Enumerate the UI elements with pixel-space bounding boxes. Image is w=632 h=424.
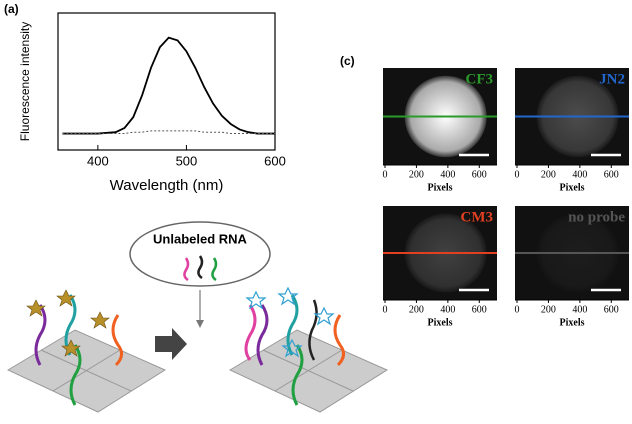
x-tick-label: 200 [541, 169, 556, 180]
rna-oval [129, 221, 271, 287]
series-line [62, 36, 275, 135]
x-tick-label: 600 [472, 304, 487, 315]
probe-label: no probe [568, 209, 625, 225]
x-axis-label: Wavelength (nm) [110, 177, 224, 194]
x-tick-label: 400 [440, 304, 455, 315]
x-axis-label: Pixels [560, 317, 585, 328]
probe-label: CM3 [461, 209, 494, 225]
diagram-label: Unlabeled RNA [153, 231, 248, 246]
x-tick-label: 0 [383, 304, 388, 315]
diagram: Unlabeled RNA [6, 221, 389, 413]
probe-label: CF3 [466, 71, 494, 87]
x-axis-label: Pixels [560, 182, 585, 193]
x-tick-label: 400 [440, 169, 455, 180]
x-tick-label: 500 [176, 153, 198, 168]
x-tick-label: 0 [515, 169, 520, 180]
x-tick-label: 0 [515, 304, 520, 315]
x-tick-label: 600 [472, 169, 487, 180]
y-axis-label: Fluorescence intensity [18, 22, 32, 141]
series-line [62, 130, 275, 135]
x-axis-label: Pixels [428, 182, 453, 193]
probe-label: JN2 [599, 71, 625, 87]
x-axis-label: Pixels [428, 317, 453, 328]
x-tick-label: 400 [572, 169, 587, 180]
x-tick-label: 200 [409, 169, 424, 180]
panel-label: (a) [4, 2, 19, 16]
x-tick-label: 400 [572, 304, 587, 315]
x-tick-label: 600 [264, 153, 286, 168]
x-tick-label: 600 [604, 304, 619, 315]
plot-frame [57, 12, 276, 151]
x-tick-label: 600 [604, 169, 619, 180]
panel-label: (c) [340, 54, 355, 68]
x-tick-label: 400 [87, 153, 109, 168]
x-tick-label: 200 [409, 304, 424, 315]
x-tick-label: 200 [541, 304, 556, 315]
x-tick-label: 0 [383, 169, 388, 180]
